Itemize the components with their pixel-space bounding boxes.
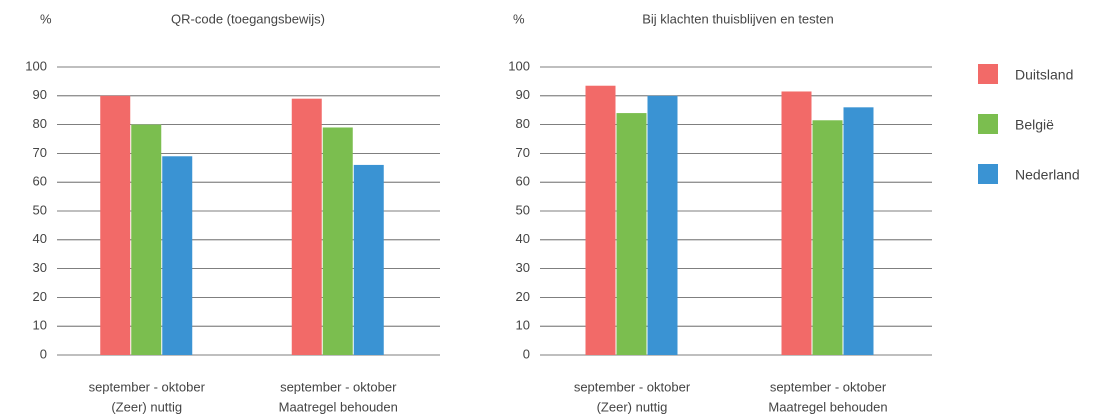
bar <box>616 113 647 355</box>
y-tick-label: 0 <box>523 346 530 361</box>
x-tick-label: (Zeer) nuttig <box>597 399 668 414</box>
bar <box>812 120 843 355</box>
y-axis-label: % <box>40 11 52 26</box>
y-tick-label: 70 <box>516 145 530 160</box>
y-tick-label: 40 <box>33 231 47 246</box>
bar <box>131 124 162 355</box>
y-tick-label: 30 <box>33 260 47 275</box>
x-tick-label: Maatregel behouden <box>279 399 398 414</box>
chart-title: Bij klachten thuisblijven en testen <box>642 11 834 26</box>
y-tick-label: 20 <box>33 289 47 304</box>
chart-title: QR-code (toegangsbewijs) <box>171 11 325 26</box>
bar <box>781 91 812 355</box>
legend-swatch <box>978 114 998 134</box>
y-tick-label: 20 <box>516 289 530 304</box>
bar <box>843 107 874 355</box>
y-tick-label: 10 <box>33 318 47 333</box>
y-tick-label: 100 <box>508 58 530 73</box>
x-tick-label: september - oktober <box>770 379 887 394</box>
y-tick-label: 60 <box>33 174 47 189</box>
y-tick-label: 100 <box>25 58 47 73</box>
bar <box>100 95 131 356</box>
y-tick-label: 60 <box>516 174 530 189</box>
legend-label: Nederland <box>1015 167 1080 183</box>
y-tick-label: 90 <box>33 87 47 102</box>
y-tick-label: 50 <box>33 202 47 217</box>
x-tick-label: september - oktober <box>89 379 206 394</box>
legend-swatch <box>978 164 998 184</box>
y-tick-label: 80 <box>516 116 530 131</box>
y-tick-label: 10 <box>516 318 530 333</box>
x-tick-label: september - oktober <box>574 379 691 394</box>
y-tick-label: 90 <box>516 87 530 102</box>
bar <box>291 98 322 356</box>
y-tick-label: 80 <box>33 116 47 131</box>
legend-swatch <box>978 64 998 84</box>
legend-label: Duitsland <box>1015 67 1073 83</box>
x-tick-label: (Zeer) nuttig <box>111 399 182 414</box>
bar <box>647 95 678 356</box>
y-axis-label: % <box>513 11 525 26</box>
y-tick-label: 70 <box>33 145 47 160</box>
bar <box>353 164 384 355</box>
x-tick-label: Maatregel behouden <box>768 399 887 414</box>
y-tick-label: 30 <box>516 260 530 275</box>
x-tick-label: september - oktober <box>280 379 397 394</box>
y-tick-label: 50 <box>516 202 530 217</box>
y-tick-label: 0 <box>40 346 47 361</box>
bar <box>585 85 616 355</box>
y-tick-label: 40 <box>516 231 530 246</box>
legend-label: België <box>1015 117 1054 133</box>
bar <box>162 156 193 355</box>
bar <box>322 127 353 355</box>
